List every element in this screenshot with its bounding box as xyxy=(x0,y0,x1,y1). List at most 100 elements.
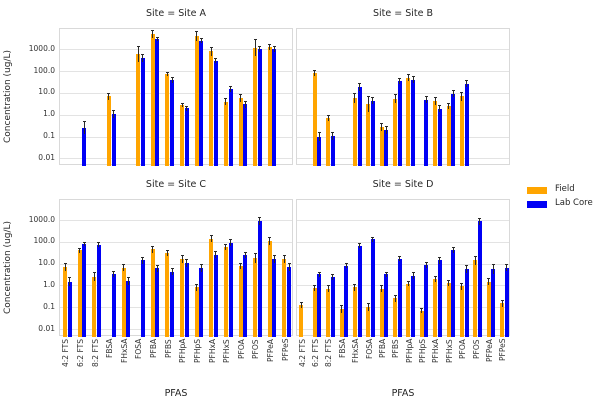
error-bar xyxy=(215,251,217,259)
bar-lab-pfpea xyxy=(272,259,277,337)
error-bar xyxy=(394,295,396,302)
error-bar xyxy=(452,246,454,254)
error-bar-cap xyxy=(371,97,375,99)
error-bar-cap xyxy=(380,122,384,124)
error-bar-cap xyxy=(258,216,262,218)
error-bar-cap xyxy=(447,102,450,104)
bar-lab-pfos xyxy=(257,49,262,166)
error-bar-cap xyxy=(268,236,272,238)
gridline xyxy=(60,71,292,73)
x-tick-label: PFHpS xyxy=(192,338,202,363)
bar-lab-fosa xyxy=(370,239,375,337)
error-bar-cap xyxy=(126,277,130,279)
error-bar xyxy=(196,30,198,42)
error-bar xyxy=(412,272,414,280)
gridline xyxy=(297,71,509,73)
error-bar-cap xyxy=(155,264,159,266)
y-tick-label: 0.1 xyxy=(43,301,55,311)
error-bar xyxy=(425,261,427,269)
error-bar-cap xyxy=(63,262,67,264)
error-bar-cap xyxy=(165,71,169,73)
error-bar xyxy=(230,86,231,92)
error-bar-cap xyxy=(371,236,375,238)
error-bar-cap xyxy=(82,241,86,243)
error-bar xyxy=(359,82,360,91)
error-bar xyxy=(381,285,383,293)
error-bar xyxy=(466,80,467,87)
x-tick-label: 6:2 FTS xyxy=(75,338,85,367)
bar-lab-6-2-fts xyxy=(317,274,322,337)
bar-lab-fosa xyxy=(370,100,375,166)
bar-field-fbsa xyxy=(339,309,344,337)
error-bar-cap xyxy=(180,254,184,256)
x-tick-label: PFPeA xyxy=(266,338,276,362)
error-bar xyxy=(385,271,387,277)
error-bar xyxy=(142,256,144,264)
gridline xyxy=(297,49,509,51)
error-bar-cap xyxy=(487,277,491,279)
bar-lab-pfba xyxy=(155,268,160,337)
error-bar xyxy=(288,262,290,272)
x-tick-label: 8:2 FTS xyxy=(90,338,100,367)
facet-panel-site-site-d xyxy=(296,198,510,337)
bar-lab-pfoa xyxy=(464,83,469,166)
bar-field-pfoa xyxy=(238,265,243,337)
bar-lab-4-2-fts xyxy=(67,281,72,337)
error-bar xyxy=(407,73,409,82)
error-bar-cap xyxy=(447,279,450,281)
error-bar-cap xyxy=(473,256,477,258)
error-bar-cap xyxy=(393,295,397,297)
error-bar-cap xyxy=(340,305,343,307)
bar-field-pfbs xyxy=(165,73,170,166)
error-bar-cap xyxy=(268,43,272,45)
error-bar-cap xyxy=(500,300,504,302)
bar-field-pfhxa xyxy=(433,278,438,337)
gridline xyxy=(60,219,292,221)
error-bar xyxy=(142,54,144,62)
error-bar-cap xyxy=(358,82,361,84)
y-tick-label: 1000.0 xyxy=(28,214,55,224)
gridline xyxy=(60,92,292,94)
gridline xyxy=(297,307,509,309)
error-bar-cap xyxy=(195,30,199,32)
error-bar xyxy=(372,236,374,242)
x-tick-label: FHxSA xyxy=(351,338,361,364)
error-bar-cap xyxy=(122,264,125,266)
x-tick-label: PFHxA xyxy=(431,338,441,363)
error-bar-cap xyxy=(491,264,495,266)
error-bar-cap xyxy=(155,36,159,38)
bar-field-4-2-fts xyxy=(63,266,67,337)
error-bar xyxy=(359,243,360,249)
error-bar xyxy=(492,264,494,274)
bar-field-pfoa xyxy=(238,97,243,166)
error-bar-cap xyxy=(420,307,424,309)
error-bar xyxy=(399,256,401,261)
error-bar-cap xyxy=(451,89,455,91)
bar-lab-fbsa xyxy=(111,274,116,337)
error-bar xyxy=(394,93,396,104)
bar-lab-pfbs xyxy=(170,79,174,166)
gridline xyxy=(60,158,292,160)
y-tick-label: 1000.0 xyxy=(28,43,55,53)
error-bar xyxy=(83,241,85,247)
x-tick-label: PFHpS xyxy=(418,338,428,363)
error-bar xyxy=(273,46,275,53)
error-bar xyxy=(83,121,85,135)
error-bar xyxy=(137,46,139,63)
gridline xyxy=(297,285,509,287)
bar-lab-pfhxs xyxy=(228,89,233,166)
legend-item-field: Field xyxy=(527,184,597,198)
error-bar xyxy=(156,264,158,272)
error-bar xyxy=(69,277,71,286)
bar-lab-6-2-fts xyxy=(82,127,87,166)
gridline xyxy=(297,241,509,243)
error-bar-cap xyxy=(229,86,232,88)
bar-field-pfpes xyxy=(282,259,287,337)
error-bar xyxy=(399,77,401,85)
error-bar-cap xyxy=(185,258,189,260)
bar-lab-6-2-fts xyxy=(317,136,322,166)
error-bar xyxy=(166,249,168,257)
error-bar xyxy=(171,268,173,275)
gridline xyxy=(60,136,292,138)
